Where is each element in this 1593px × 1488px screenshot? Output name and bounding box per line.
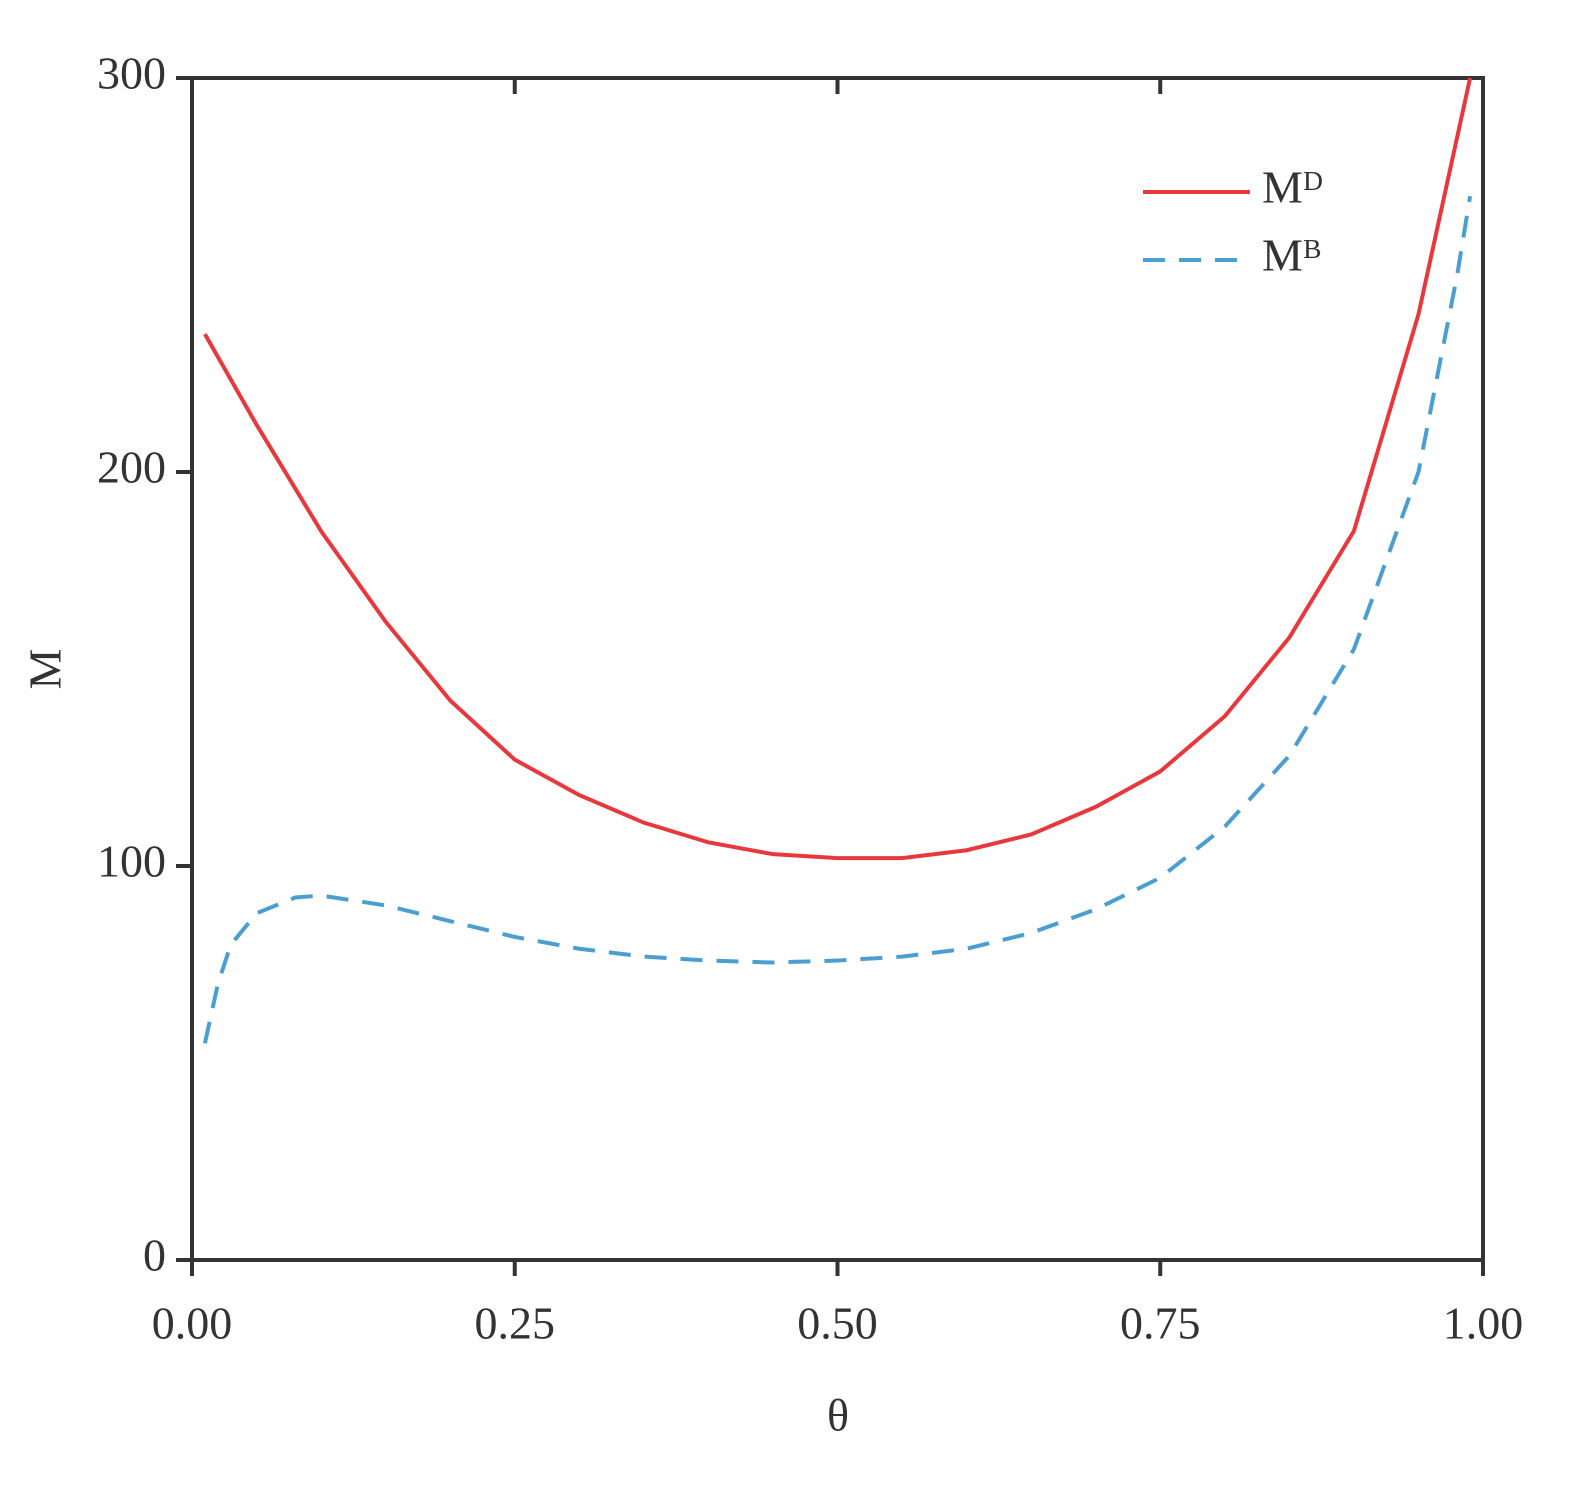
y-tick-label: 300 xyxy=(97,48,166,99)
y-axis-label: M xyxy=(20,649,71,690)
line xyxy=(203,77,1473,861)
legend-label: Mᴮ xyxy=(1262,230,1321,281)
x-tick-label: 0.00 xyxy=(152,1298,233,1349)
legend-label: Mᴰ xyxy=(1262,162,1323,213)
y-tick-label: 100 xyxy=(97,836,166,887)
y-tick-label: 0 xyxy=(143,1230,166,1281)
x-tick-label: 0.75 xyxy=(1120,1298,1201,1349)
x-tick-label: 0.25 xyxy=(475,1298,556,1349)
y-tick-label: 200 xyxy=(97,442,166,493)
x-tick-label: 0.50 xyxy=(797,1298,878,1349)
x-axis-label: θ xyxy=(827,1390,849,1441)
x-tick-label: 1.00 xyxy=(1443,1298,1524,1349)
line xyxy=(202,195,1473,1044)
